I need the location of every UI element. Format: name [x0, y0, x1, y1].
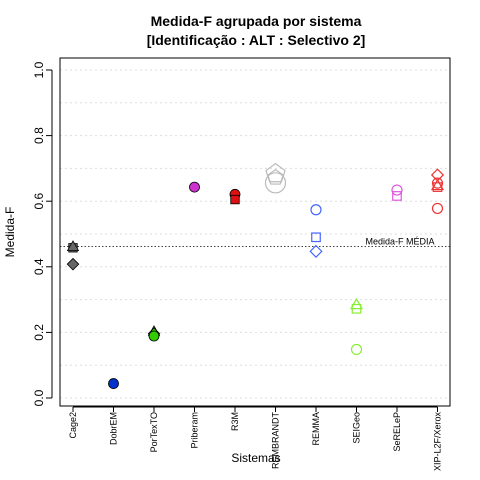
x-tick-label: SEIGeo	[352, 412, 362, 444]
x-tick-label: Priberam	[190, 412, 200, 449]
y-tick-label: 0.0	[32, 389, 46, 406]
chart-subtitle: [Identificação : ALT : Selectivo 2]	[147, 32, 366, 48]
data-points	[66, 162, 445, 389]
data-point	[66, 240, 80, 251]
data-point	[351, 303, 362, 314]
data-point	[430, 178, 445, 191]
data-point	[148, 330, 160, 342]
data-point	[350, 343, 363, 356]
data-point	[265, 162, 286, 183]
y-axis-label: Medida-F	[3, 207, 17, 258]
plot-border	[59, 57, 451, 407]
data-point	[230, 194, 240, 205]
data-point	[311, 232, 321, 243]
y-tick-label: 0.4	[32, 258, 46, 275]
x-axis-label: Sistemas	[231, 451, 280, 465]
y-axis: 0.0 0.2 0.4 0.6 0.8 1.0	[32, 61, 53, 406]
x-tick-label: Cage2	[68, 412, 78, 439]
data-point	[431, 177, 444, 189]
data-point	[66, 257, 80, 271]
data-point	[349, 297, 364, 310]
data-point	[391, 184, 403, 196]
data-point	[392, 191, 402, 201]
x-tick-label: REMMA	[311, 412, 321, 446]
grid	[60, 69, 450, 399]
data-point	[264, 172, 287, 194]
x-tick-label: SeRELeP	[392, 412, 402, 452]
y-tick-label: 0.2	[32, 324, 46, 341]
mean-line-label: Medida-F MÉDIA	[365, 236, 434, 246]
x-tick-label: REMBRANDT	[271, 412, 281, 470]
data-point	[432, 182, 443, 192]
data-point	[267, 168, 284, 185]
data-point	[108, 378, 119, 389]
chart-title: Medida-F agrupada por sistema	[151, 13, 362, 29]
data-point	[189, 181, 200, 193]
data-point	[309, 244, 323, 258]
y-tick-label: 0.8	[32, 127, 46, 144]
x-tick-label: DobrEM	[109, 412, 119, 445]
data-point	[431, 202, 444, 215]
x-tick-label: XIP-L2F/Xerox	[433, 412, 443, 472]
x-tick-label: R3M	[230, 412, 240, 431]
x-tick-label: PorTexTO	[149, 412, 159, 452]
data-point	[310, 204, 322, 216]
x-axis: Cage2 DobrEM PorTexTO Priberam R3M REMBRANDT R…	[68, 406, 443, 472]
y-tick-label: 0.6	[32, 193, 46, 210]
y-tick-label: 1.0	[32, 61, 46, 78]
